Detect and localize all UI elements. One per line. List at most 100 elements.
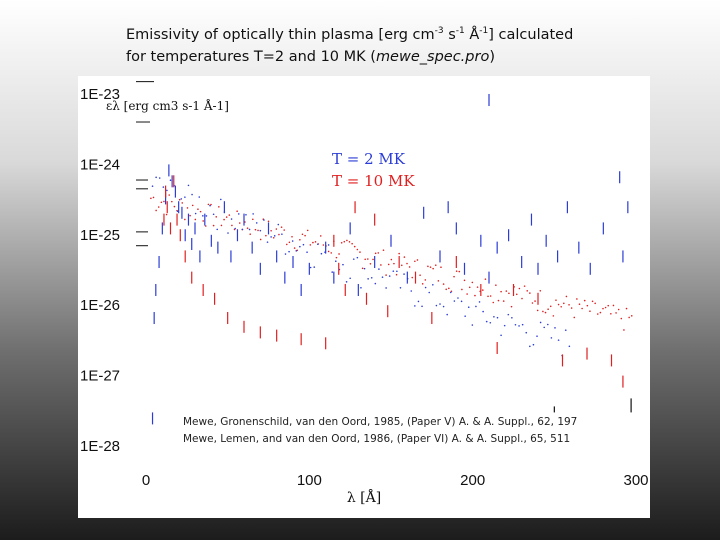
continuum-dot-10mk xyxy=(458,270,461,273)
slide-title: Emissivity of optically thin plasma [erg… xyxy=(126,20,686,68)
continuum-dot-2mk xyxy=(539,321,542,324)
continuum-dot-10mk xyxy=(288,241,291,244)
continuum-dot-2mk xyxy=(295,250,298,252)
continuum-dot-2mk xyxy=(306,251,308,253)
y-axis-label: ελ [erg cm3 s-1 Å-1] xyxy=(106,98,229,113)
continuum-dot-10mk xyxy=(364,258,366,261)
continuum-dot-10mk xyxy=(481,289,484,291)
continuum-dot-10mk xyxy=(453,275,455,278)
continuum-dot-10mk xyxy=(406,262,408,265)
continuum-dot-10mk xyxy=(374,252,377,255)
continuum-dot-2mk xyxy=(237,213,240,215)
continuum-dot-10mk xyxy=(489,295,492,297)
x-tick-label: 300 xyxy=(623,472,648,489)
continuum-dot-2mk xyxy=(449,291,452,294)
continuum-dot-2mk xyxy=(331,271,333,273)
reference-line-1: Mewe, Gronenschild, van den Oord, 1985, … xyxy=(183,416,577,428)
continuum-dot-2mk xyxy=(446,313,448,316)
continuum-dot-10mk xyxy=(353,245,356,248)
continuum-dot-10mk xyxy=(212,224,215,227)
continuum-dot-10mk xyxy=(521,297,523,300)
continuum-dot-2mk xyxy=(356,256,359,259)
continuum-dot-2mk xyxy=(205,215,208,217)
continuum-dot-10mk xyxy=(563,302,565,305)
continuum-dot-10mk xyxy=(319,235,322,237)
continuum-dot-2mk xyxy=(432,283,434,286)
continuum-dot-2mk xyxy=(284,253,287,255)
slide-title-line-1: Emissivity of optically thin plasma [erg… xyxy=(126,26,574,43)
continuum-dot-2mk xyxy=(500,334,502,337)
continuum-dot-10mk xyxy=(568,304,570,306)
continuum-dot-2mk xyxy=(471,324,474,326)
continuum-dot-2mk xyxy=(421,305,423,308)
continuum-dot-10mk xyxy=(610,312,612,315)
continuum-dot-2mk xyxy=(442,305,445,308)
continuum-dot-2mk xyxy=(212,213,215,216)
continuum-dot-10mk xyxy=(343,240,346,243)
continuum-dot-2mk xyxy=(511,316,513,319)
y-tick-label: 1E-24 xyxy=(80,156,120,173)
continuum-dot-10mk xyxy=(518,287,521,290)
continuum-dot-10mk xyxy=(591,300,594,303)
continuum-dot-10mk xyxy=(416,259,419,261)
continuum-dot-10mk xyxy=(160,201,163,204)
continuum-dot-2mk xyxy=(151,185,154,187)
continuum-dot-10mk xyxy=(191,204,194,207)
continuum-dot-2mk xyxy=(191,193,193,196)
continuum-dot-2mk xyxy=(259,229,262,232)
continuum-dot-10mk xyxy=(291,235,293,238)
continuum-dot-10mk xyxy=(419,274,421,276)
continuum-dot-10mk xyxy=(301,233,304,236)
continuum-dot-10mk xyxy=(400,264,403,267)
continuum-dot-10mk xyxy=(461,288,463,291)
continuum-dot-10mk xyxy=(272,236,275,239)
continuum-dot-2mk xyxy=(496,316,499,319)
continuum-dot-2mk xyxy=(439,303,441,305)
continuum-dot-10mk xyxy=(586,304,589,307)
continuum-dot-10mk xyxy=(186,207,189,209)
continuum-dot-2mk xyxy=(403,273,405,275)
continuum-dot-2mk xyxy=(485,320,488,323)
continuum-dot-2mk xyxy=(270,236,272,238)
continuum-dot-2mk xyxy=(198,196,201,198)
continuum-dot-10mk xyxy=(576,298,578,300)
y-tick-label: 1E-27 xyxy=(80,368,120,385)
continuum-dot-2mk xyxy=(342,263,344,266)
continuum-dot-2mk xyxy=(396,270,398,273)
continuum-dot-10mk xyxy=(565,295,568,298)
continuum-dot-10mk xyxy=(285,243,288,246)
continuum-dot-10mk xyxy=(367,258,369,260)
reference-line-2: Mewe, Lemen, and van den Oord, 1986, (Pa… xyxy=(183,433,570,445)
continuum-dot-2mk xyxy=(248,228,251,231)
continuum-dot-10mk xyxy=(157,206,160,208)
continuum-dot-10mk xyxy=(377,252,380,254)
x-tick-label: 200 xyxy=(460,472,485,489)
continuum-dot-10mk xyxy=(615,312,617,314)
continuum-dot-10mk xyxy=(599,311,602,314)
continuum-dot-10mk xyxy=(534,300,536,302)
continuum-dot-10mk xyxy=(500,290,502,293)
continuum-dot-10mk xyxy=(620,317,623,320)
continuum-dot-2mk xyxy=(543,326,546,329)
continuum-dot-2mk xyxy=(281,233,283,235)
continuum-dot-10mk xyxy=(338,253,340,255)
continuum-dot-10mk xyxy=(589,310,591,313)
continuum-dot-2mk xyxy=(220,198,222,201)
continuum-dot-10mk xyxy=(421,283,424,285)
continuum-dot-2mk xyxy=(194,212,197,215)
y-tick-label: 1E-28 xyxy=(80,438,120,455)
continuum-dot-2mk xyxy=(180,198,183,200)
continuum-dot-10mk xyxy=(165,213,168,216)
continuum-dot-2mk xyxy=(525,331,528,334)
continuum-dot-10mk xyxy=(395,273,398,276)
continuum-dot-10mk xyxy=(385,274,387,276)
continuum-dot-10mk xyxy=(387,263,390,266)
legend-entry-10mk: T = 10 MK xyxy=(332,172,415,190)
y-tick-label: 1E-26 xyxy=(80,297,120,314)
continuum-dot-10mk xyxy=(372,258,374,261)
continuum-dot-10mk xyxy=(184,218,186,221)
continuum-dot-2mk xyxy=(529,345,531,348)
continuum-dot-2mk xyxy=(252,213,254,215)
continuum-dot-2mk xyxy=(266,241,269,243)
continuum-dot-10mk xyxy=(210,203,212,206)
